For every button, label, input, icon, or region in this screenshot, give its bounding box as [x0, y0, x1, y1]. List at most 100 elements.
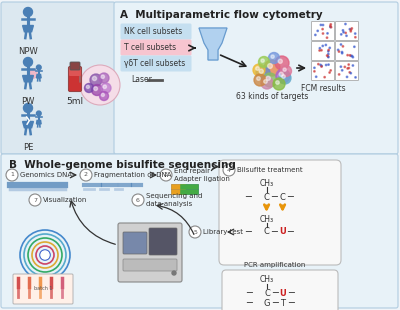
Circle shape: [345, 32, 346, 33]
FancyBboxPatch shape: [149, 228, 177, 255]
Text: FCM results: FCM results: [301, 84, 345, 93]
Circle shape: [254, 74, 266, 86]
Text: ─: ─: [272, 288, 278, 298]
Circle shape: [355, 37, 356, 38]
Text: Fragmentation of DNA: Fragmentation of DNA: [94, 172, 172, 178]
Circle shape: [80, 169, 92, 181]
Circle shape: [348, 64, 349, 65]
FancyBboxPatch shape: [120, 39, 192, 55]
Circle shape: [342, 30, 344, 31]
Circle shape: [320, 64, 321, 66]
Text: batch 1: batch 1: [34, 286, 52, 291]
Text: T cell subsets: T cell subsets: [124, 43, 176, 52]
Text: 63 kinds of targets: 63 kinds of targets: [236, 92, 308, 101]
FancyBboxPatch shape: [1, 154, 398, 308]
Circle shape: [327, 33, 328, 34]
Circle shape: [257, 77, 260, 80]
Text: 1: 1: [10, 172, 14, 178]
Text: ─: ─: [288, 298, 294, 308]
Circle shape: [256, 67, 259, 70]
Circle shape: [347, 55, 348, 56]
Text: ─: ─: [246, 298, 252, 308]
Circle shape: [264, 80, 267, 83]
Text: C: C: [280, 193, 286, 202]
Circle shape: [320, 24, 322, 26]
Circle shape: [276, 81, 279, 84]
Circle shape: [273, 78, 285, 90]
Circle shape: [256, 66, 270, 80]
Circle shape: [341, 51, 343, 53]
Text: ─: ─: [246, 288, 252, 298]
Polygon shape: [22, 76, 34, 82]
Circle shape: [264, 60, 280, 76]
Text: ─: ─: [246, 192, 252, 202]
FancyBboxPatch shape: [70, 62, 80, 70]
Circle shape: [268, 64, 272, 69]
Circle shape: [326, 55, 328, 56]
Text: Adapter ligation: Adapter ligation: [174, 176, 230, 182]
Circle shape: [352, 56, 354, 58]
Circle shape: [330, 24, 332, 25]
Text: ─: ─: [272, 298, 278, 308]
Circle shape: [328, 56, 329, 58]
Circle shape: [330, 25, 331, 27]
Text: Sequencing and: Sequencing and: [146, 193, 202, 199]
Circle shape: [101, 83, 111, 93]
Circle shape: [101, 93, 104, 96]
Circle shape: [258, 56, 270, 68]
Text: A  Multiparametric flow cytometry: A Multiparametric flow cytometry: [120, 10, 323, 20]
FancyBboxPatch shape: [312, 42, 334, 60]
Circle shape: [24, 7, 32, 16]
Text: Genomics DNA: Genomics DNA: [20, 172, 72, 178]
FancyBboxPatch shape: [312, 21, 334, 41]
Circle shape: [271, 55, 274, 58]
Circle shape: [132, 194, 144, 206]
Text: 5: 5: [193, 229, 197, 234]
Text: ─: ─: [272, 192, 278, 202]
Text: C: C: [264, 228, 270, 237]
Circle shape: [330, 27, 332, 28]
Circle shape: [94, 87, 98, 91]
FancyBboxPatch shape: [222, 270, 338, 310]
Circle shape: [36, 65, 41, 70]
Circle shape: [314, 67, 315, 69]
Text: 7: 7: [33, 197, 37, 202]
Circle shape: [346, 35, 347, 37]
Polygon shape: [22, 25, 34, 32]
Circle shape: [321, 66, 322, 67]
FancyBboxPatch shape: [336, 42, 358, 60]
Circle shape: [266, 76, 270, 80]
Circle shape: [316, 76, 317, 78]
Circle shape: [345, 23, 346, 25]
Circle shape: [36, 111, 41, 116]
FancyBboxPatch shape: [123, 232, 147, 254]
Text: ─: ─: [288, 288, 294, 298]
FancyBboxPatch shape: [68, 67, 82, 91]
FancyBboxPatch shape: [69, 67, 81, 76]
Circle shape: [276, 69, 290, 83]
Text: data analysis: data analysis: [146, 201, 192, 207]
Text: ─: ─: [272, 227, 278, 237]
Circle shape: [348, 67, 350, 69]
Text: 2: 2: [84, 172, 88, 178]
Circle shape: [346, 76, 348, 78]
Text: PE: PE: [23, 143, 33, 152]
Circle shape: [322, 45, 324, 46]
FancyBboxPatch shape: [13, 274, 73, 304]
Circle shape: [351, 55, 353, 57]
Circle shape: [351, 28, 352, 29]
FancyBboxPatch shape: [336, 21, 358, 41]
Text: CH₃: CH₃: [260, 276, 274, 285]
Circle shape: [327, 56, 329, 57]
Circle shape: [326, 64, 327, 66]
Circle shape: [280, 65, 292, 77]
Circle shape: [321, 65, 322, 67]
Circle shape: [92, 85, 102, 95]
Circle shape: [330, 26, 331, 28]
Circle shape: [340, 66, 342, 67]
Circle shape: [263, 73, 277, 87]
Circle shape: [326, 37, 328, 38]
Text: γδT cell subsets: γδT cell subsets: [124, 59, 185, 68]
Text: NK cell subsets: NK cell subsets: [124, 27, 182, 36]
Circle shape: [189, 226, 201, 238]
